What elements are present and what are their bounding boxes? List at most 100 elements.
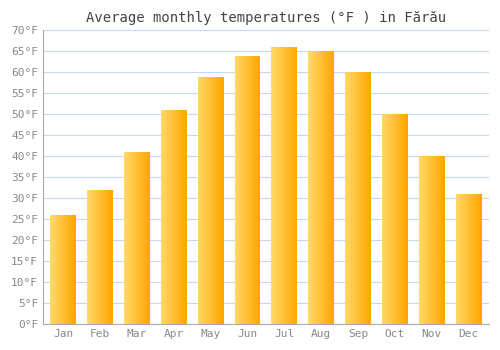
Bar [257, 56, 258, 324]
Bar [210, 77, 212, 324]
Bar [144, 152, 146, 324]
Bar [326, 51, 327, 324]
Bar [60, 215, 62, 324]
Bar [318, 51, 320, 324]
Bar [62, 215, 63, 324]
Bar [91, 190, 92, 324]
Bar [393, 114, 394, 324]
Bar [94, 190, 95, 324]
Bar [63, 215, 64, 324]
Bar [320, 51, 321, 324]
Bar [363, 72, 364, 324]
Bar [70, 215, 71, 324]
Bar [220, 77, 221, 324]
Bar [110, 190, 111, 324]
Bar [99, 190, 100, 324]
Bar [135, 152, 136, 324]
Bar [239, 56, 240, 324]
Bar [165, 110, 166, 324]
Bar [458, 194, 459, 324]
Bar [255, 56, 256, 324]
Bar [364, 72, 365, 324]
Bar [72, 215, 73, 324]
Bar [213, 77, 214, 324]
Bar [106, 190, 107, 324]
Bar [421, 156, 422, 324]
Bar [252, 56, 254, 324]
Bar [392, 114, 393, 324]
Bar [278, 47, 279, 324]
Bar [395, 114, 396, 324]
Bar [98, 190, 99, 324]
Bar [470, 194, 471, 324]
Bar [58, 215, 59, 324]
Bar [104, 190, 106, 324]
Bar [384, 114, 385, 324]
Bar [472, 194, 473, 324]
Bar [137, 152, 138, 324]
Bar [88, 190, 89, 324]
Bar [471, 194, 472, 324]
Bar [51, 215, 52, 324]
Bar [204, 77, 205, 324]
Bar [460, 194, 461, 324]
Bar [212, 77, 213, 324]
Bar [92, 190, 93, 324]
Bar [279, 47, 280, 324]
Bar [241, 56, 242, 324]
Bar [259, 56, 260, 324]
Bar [89, 190, 90, 324]
Bar [237, 56, 238, 324]
Bar [394, 114, 395, 324]
Bar [75, 215, 76, 324]
Bar [171, 110, 172, 324]
Bar [185, 110, 186, 324]
Bar [481, 194, 482, 324]
Bar [331, 51, 332, 324]
Bar [222, 77, 223, 324]
Bar [177, 110, 178, 324]
Bar [402, 114, 404, 324]
Bar [466, 194, 468, 324]
Bar [173, 110, 174, 324]
Bar [400, 114, 402, 324]
Bar [258, 56, 259, 324]
Bar [250, 56, 252, 324]
Bar [291, 47, 292, 324]
Bar [352, 72, 353, 324]
Bar [182, 110, 183, 324]
Bar [351, 72, 352, 324]
Bar [248, 56, 249, 324]
Bar [67, 215, 68, 324]
Bar [208, 77, 210, 324]
Bar [53, 215, 54, 324]
Bar [398, 114, 399, 324]
Bar [219, 77, 220, 324]
Bar [124, 152, 126, 324]
Bar [143, 152, 144, 324]
Bar [134, 152, 135, 324]
Bar [289, 47, 290, 324]
Bar [283, 47, 284, 324]
Bar [236, 56, 237, 324]
Bar [52, 215, 53, 324]
Bar [474, 194, 475, 324]
Bar [56, 215, 57, 324]
Bar [180, 110, 181, 324]
Bar [97, 190, 98, 324]
Bar [181, 110, 182, 324]
Bar [480, 194, 481, 324]
Bar [168, 110, 170, 324]
Bar [243, 56, 244, 324]
Bar [129, 152, 130, 324]
Bar [434, 156, 435, 324]
Bar [404, 114, 405, 324]
Bar [362, 72, 363, 324]
Bar [292, 47, 294, 324]
Bar [244, 56, 245, 324]
Bar [358, 72, 360, 324]
Bar [406, 114, 407, 324]
Bar [468, 194, 469, 324]
Bar [282, 47, 283, 324]
Bar [281, 47, 282, 324]
